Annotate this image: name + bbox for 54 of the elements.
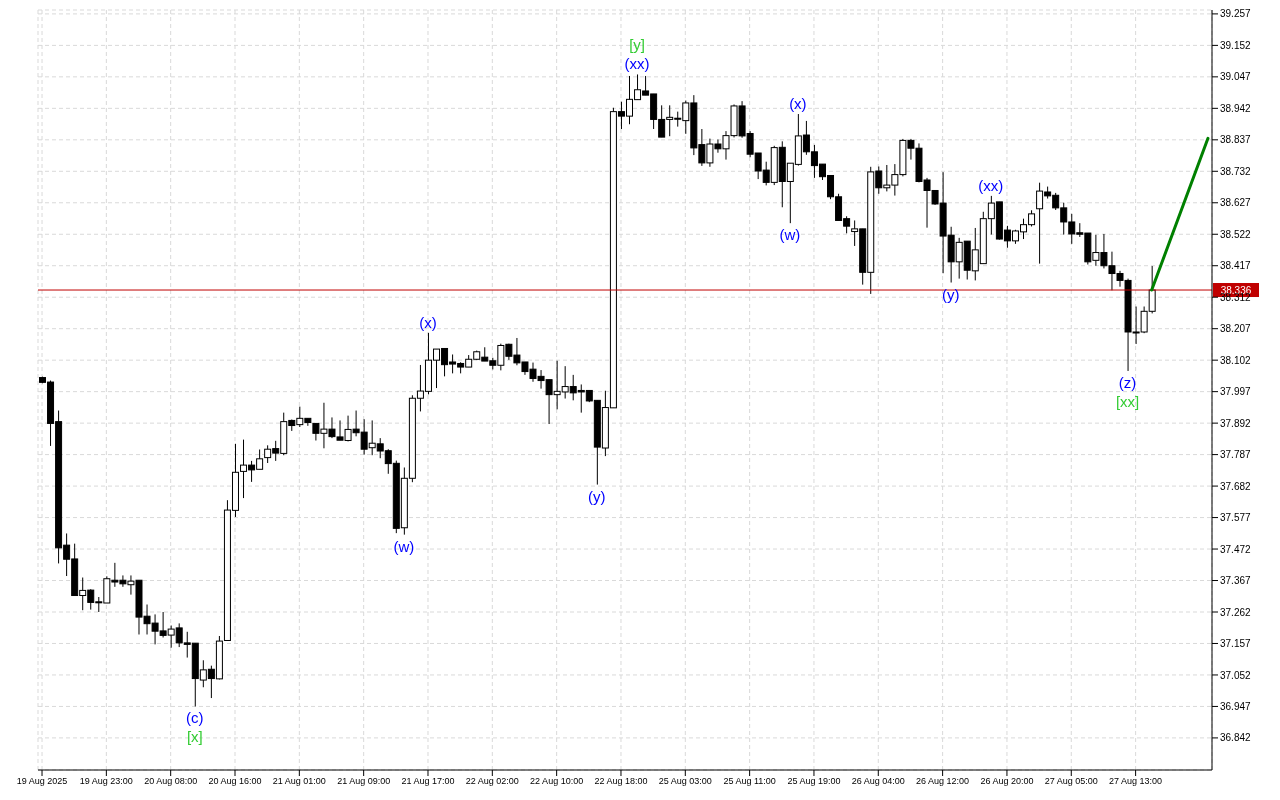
y-tick-label: 38.732 — [1220, 165, 1252, 177]
annotation: (x) — [419, 313, 437, 331]
y-tick-label: 38.627 — [1220, 197, 1252, 209]
x-tick-label: 21 Aug 09:00 — [337, 776, 391, 787]
annotation: [xx] — [1115, 392, 1140, 410]
y-tick-label: 38.837 — [1220, 134, 1252, 146]
x-tick-label: 19 Aug 23:00 — [79, 776, 133, 787]
x-tick-label: 22 Aug 10:00 — [530, 776, 584, 787]
y-tick-label: 37.157 — [1220, 638, 1252, 650]
y-tick-label: 38.207 — [1220, 323, 1252, 335]
annotation: (x) — [789, 95, 807, 113]
y-tick-label: 38.522 — [1220, 228, 1252, 240]
annotation: (w) — [779, 226, 801, 244]
annotation: [x] — [186, 728, 203, 746]
y-tick-label: 38.102 — [1220, 354, 1252, 366]
annotation: (xx) — [978, 176, 1004, 194]
y-tick-label: 37.052 — [1220, 669, 1252, 681]
y-tick-label: 39.152 — [1220, 39, 1252, 51]
annotation: (c) — [186, 709, 204, 727]
x-tick-label: 25 Aug 11:00 — [723, 776, 776, 787]
x-tick-label: 27 Aug 13:00 — [1109, 776, 1163, 787]
y-tick-label: 37.892 — [1220, 417, 1252, 429]
x-tick-label: 19 Aug 2025 — [16, 776, 68, 787]
annotation: (z) — [1118, 373, 1137, 391]
y-tick-label: 37.787 — [1220, 449, 1252, 461]
x-tick-label: 21 Aug 17:00 — [401, 776, 455, 787]
x-tick-label: 22 Aug 18:00 — [594, 776, 648, 787]
x-tick-label: 25 Aug 03:00 — [658, 776, 712, 787]
x-tick-label: 20 Aug 16:00 — [208, 776, 262, 787]
x-tick-label: 25 Aug 19:00 — [787, 776, 841, 787]
y-tick-label: 36.842 — [1220, 732, 1252, 744]
y-tick-label: 37.262 — [1220, 606, 1252, 618]
y-tick-label: 38.417 — [1220, 260, 1252, 272]
y-tick-label: 37.367 — [1220, 575, 1252, 587]
x-tick-label: 26 Aug 20:00 — [980, 776, 1034, 787]
annotation: (xx) — [624, 55, 650, 73]
x-tick-label: 26 Aug 12:00 — [916, 776, 970, 787]
annotation: [y] — [629, 36, 645, 54]
annotation: (y) — [588, 487, 606, 505]
y-tick-label: 37.577 — [1220, 512, 1252, 524]
x-tick-label: 26 Aug 04:00 — [851, 776, 905, 787]
annotation: (w) — [393, 537, 415, 555]
y-tick-label: 38.942 — [1220, 102, 1252, 114]
y-tick-label: 37.997 — [1220, 386, 1252, 398]
y-tick-label: 39.257 — [1220, 8, 1252, 20]
y-tick-label: 37.682 — [1220, 480, 1252, 492]
x-tick-label: 21 Aug 01:00 — [272, 776, 326, 787]
x-tick-label: 27 Aug 05:00 — [1044, 776, 1098, 787]
x-tick-label: 22 Aug 02:00 — [465, 776, 519, 787]
x-tick-label: 20 Aug 08:00 — [144, 776, 198, 787]
annotation: (y) — [941, 285, 960, 303]
y-tick-label: 37.472 — [1220, 543, 1252, 555]
y-tick-label: 39.047 — [1220, 71, 1252, 83]
y-tick-label: 36.947 — [1220, 700, 1252, 712]
